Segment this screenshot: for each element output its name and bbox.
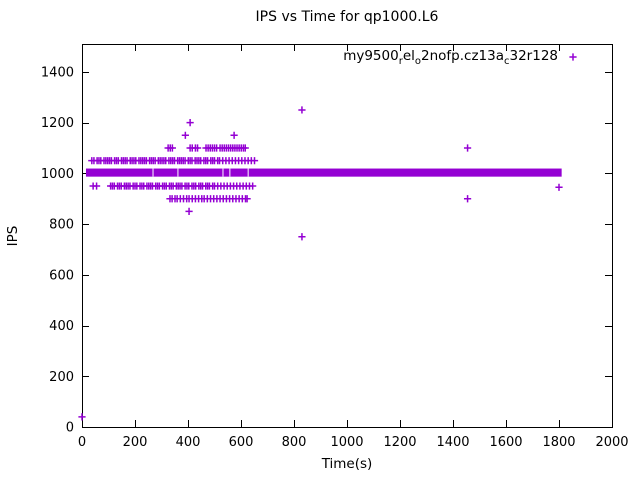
y-axis-label: IPS bbox=[5, 225, 21, 247]
x-axis-label: Time(s) bbox=[321, 456, 373, 472]
outlier-marker bbox=[463, 144, 472, 152]
x-tick-label: 400 bbox=[176, 435, 201, 450]
legend-text: 2nofp.cz13a bbox=[421, 48, 504, 64]
data-point-marker bbox=[186, 119, 194, 127]
data-point-marker bbox=[241, 144, 249, 152]
legend-series-label: my9500relo2nofp.cz13ac32r128 bbox=[343, 48, 559, 67]
x-tick-label: 1400 bbox=[436, 435, 469, 450]
legend-sample-marker bbox=[569, 53, 577, 61]
data-point-marker bbox=[249, 182, 257, 190]
dense-band-1000ips bbox=[85, 168, 562, 177]
legend-text: my9500 bbox=[343, 48, 399, 64]
legend-text: el bbox=[402, 48, 415, 64]
data-point-marker bbox=[181, 131, 189, 139]
x-tick-label: 2000 bbox=[595, 435, 628, 450]
x-tick-label: 800 bbox=[282, 435, 307, 450]
outlier-marker bbox=[463, 195, 472, 203]
y-tick-label: 0 bbox=[66, 421, 74, 436]
legend-subscript: o bbox=[414, 56, 422, 67]
x-tick-label: 1000 bbox=[330, 435, 363, 450]
legend-subscript: r bbox=[398, 56, 403, 67]
data-point-marker bbox=[92, 182, 101, 190]
y-tick-label: 600 bbox=[49, 268, 74, 283]
data-point-marker bbox=[193, 144, 202, 152]
x-tick-label: 1600 bbox=[489, 435, 522, 450]
y-tick-label: 800 bbox=[49, 218, 74, 233]
legend: my9500relo2nofp.cz13ac32r128 bbox=[343, 48, 558, 67]
y-tick-label: 400 bbox=[49, 319, 74, 334]
x-tick-label: 1800 bbox=[542, 435, 575, 450]
outlier-marker bbox=[298, 106, 306, 114]
y-tick-label: 200 bbox=[49, 370, 74, 385]
outlier-marker bbox=[298, 233, 306, 241]
plot-border bbox=[82, 44, 613, 428]
data-point-marker bbox=[250, 157, 259, 165]
chart-title: IPS vs Time for qp1000.L6 bbox=[255, 9, 439, 25]
x-tick-label: 0 bbox=[78, 435, 86, 450]
x-tick-label: 1200 bbox=[383, 435, 416, 450]
outlier-marker bbox=[555, 183, 563, 191]
data-point-marker bbox=[185, 207, 193, 216]
legend-text: 32r128 bbox=[509, 48, 559, 64]
data-point-marker bbox=[168, 144, 176, 152]
y-tick-label: 1200 bbox=[41, 116, 74, 131]
y-tick-label: 1400 bbox=[41, 65, 74, 80]
x-tick-label: 200 bbox=[123, 435, 148, 450]
legend-subscript: c bbox=[504, 56, 510, 67]
data-point-marker bbox=[243, 195, 251, 203]
x-tick-label: 600 bbox=[229, 435, 254, 450]
data-point-marker bbox=[230, 131, 238, 139]
y-tick-label: 1000 bbox=[41, 167, 74, 182]
outlier-marker bbox=[78, 413, 86, 421]
